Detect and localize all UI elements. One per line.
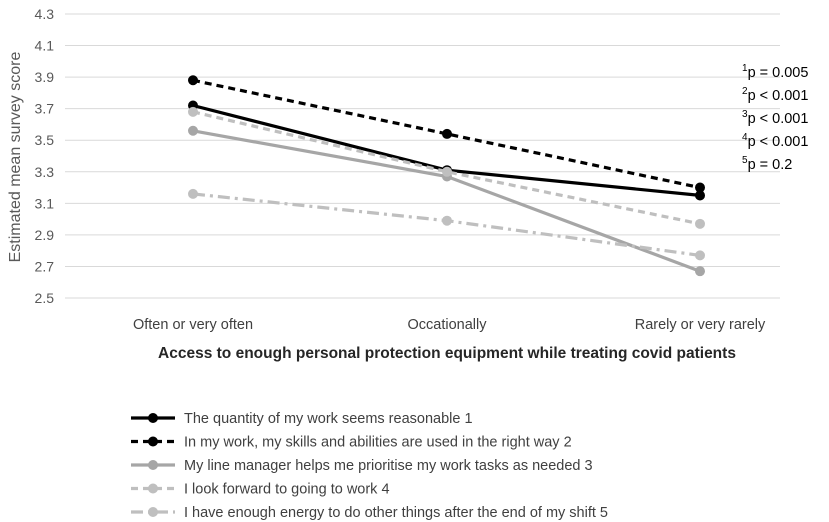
p-value-superscript: 1 [742, 63, 748, 74]
y-tick-label: 3.9 [35, 69, 55, 85]
data-point [442, 166, 452, 177]
y-tick-label: 3.1 [35, 195, 55, 211]
x-category-label: Rarely or very rarely [635, 317, 766, 333]
legend-entry: My line manager helps me prioritise my w… [131, 458, 593, 474]
p-value-label: 4p < 0.001 [742, 132, 808, 150]
legend-label: I have enough energy to do other things … [184, 505, 608, 521]
data-point [188, 125, 198, 136]
data-point [188, 106, 198, 117]
p-value-label: 5p = 0.2 [742, 155, 792, 173]
legend-marker [148, 460, 158, 470]
x-category-label: Occationally [408, 317, 488, 333]
legend: The quantity of my work seems reasonable… [131, 411, 608, 521]
legend-entry: The quantity of my work seems reasonable… [131, 411, 473, 427]
data-point [695, 250, 705, 261]
legend-label: The quantity of my work seems reasonable… [184, 411, 473, 427]
data-point [188, 188, 198, 199]
p-value-text: p = 0.005 [748, 65, 809, 81]
data-point [695, 266, 705, 277]
gridlines [65, 13, 780, 299]
y-tick-label: 4.3 [35, 6, 55, 22]
p-value-label: 2p < 0.001 [742, 86, 808, 104]
legend-label: I look forward to going to work 4 [184, 482, 390, 498]
legend-entry: In my work, my skills and abilities are … [131, 435, 572, 451]
p-value-superscript: 3 [742, 109, 748, 120]
p-value-label: 3p < 0.001 [742, 109, 808, 127]
p-value-text: p < 0.001 [748, 111, 809, 127]
p-value-text: p < 0.001 [748, 88, 809, 104]
series-5 [188, 188, 705, 261]
legend-entry: I look forward to going to work 4 [131, 482, 390, 498]
series-line [192, 103, 701, 197]
data-point [188, 75, 198, 86]
series-lines [188, 75, 705, 277]
data-point [695, 190, 705, 201]
legend-entry: I have enough energy to do other things … [131, 505, 608, 521]
legend-marker [148, 413, 158, 423]
p-value-superscript: 4 [742, 132, 748, 143]
y-tick-label: 2.9 [35, 227, 55, 243]
series-line [192, 78, 701, 190]
legend-marker [148, 507, 158, 517]
series-2 [188, 75, 705, 193]
y-axis-title: Estimated mean survey score [7, 52, 24, 263]
y-tick-label: 2.5 [35, 290, 55, 306]
legend-label: In my work, my skills and abilities are … [184, 435, 572, 451]
y-tick-label: 3.3 [35, 164, 55, 180]
data-point [695, 182, 705, 193]
p-value-text: p = 0.2 [748, 157, 793, 173]
data-point [695, 218, 705, 229]
x-category-label: Often or very often [133, 317, 253, 333]
series-3 [188, 125, 705, 277]
x-axis-title: Access to enough personal protection equ… [158, 345, 736, 362]
p-value-superscript: 2 [742, 86, 748, 97]
series-line [192, 110, 701, 226]
data-point [442, 215, 452, 226]
y-tick-label: 2.7 [35, 258, 55, 274]
p-value-label: 1p = 0.005 [742, 63, 808, 81]
y-tick-label: 3.5 [35, 132, 55, 148]
y-tick-label: 3.7 [35, 101, 55, 117]
y-axis-ticks: 2.5 2.7 2.9 3.1 3.3 3.5 3.7 3.9 4.1 4.3 [35, 6, 55, 306]
legend-marker [148, 436, 158, 447]
series-4 [188, 106, 705, 229]
y-tick-label: 4.1 [35, 38, 55, 54]
legend-marker [148, 483, 158, 494]
series-1 [188, 100, 705, 201]
data-point [442, 128, 452, 139]
x-axis-categories: Often or very often Occationally Rarely or… [133, 317, 766, 333]
p-value-text: p < 0.001 [748, 134, 809, 150]
p-value-superscript: 5 [742, 155, 748, 166]
legend-label: My line manager helps me prioritise my w… [184, 458, 593, 474]
